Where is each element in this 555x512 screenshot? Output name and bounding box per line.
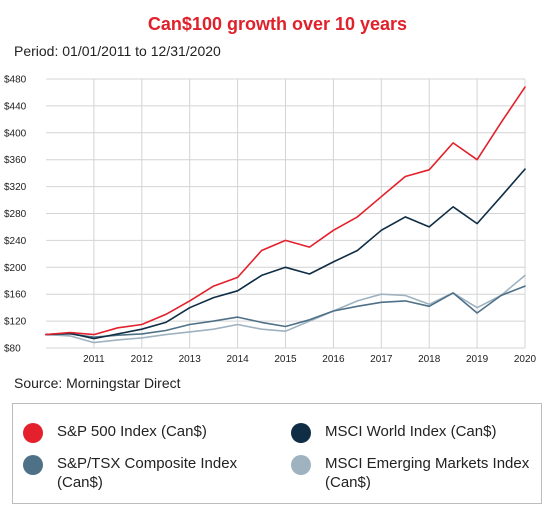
x-tick-label: 2014 [226, 354, 249, 365]
series-line-2 [45, 285, 526, 339]
legend-swatch-msci-world [291, 423, 311, 443]
source-note: Source: Morningstar Direct [14, 375, 181, 391]
line-chart: $80 $120 $160 $200 $240 $280 $320 $360 $400 $440 $… [4, 75, 537, 366]
series-line-1 [45, 168, 526, 340]
legend-label-sp500: S&P 500 Index (Can$) [57, 423, 207, 440]
x-tick-label: 2012 [131, 354, 154, 365]
x-tick-label: 2015 [274, 354, 297, 365]
y-tick-label: $480 [4, 75, 27, 86]
y-tick-label: $320 [4, 182, 27, 193]
legend-swatch-tsx [23, 455, 43, 475]
x-tick-label: 2019 [466, 354, 489, 365]
series-line-0 [45, 86, 526, 336]
y-tick-label: $440 [4, 101, 27, 112]
y-tick-label: $200 [4, 263, 27, 274]
y-tick-label: $280 [4, 209, 27, 220]
legend-label-msci-world: MSCI World Index (Can$) [325, 423, 497, 440]
chart-legend: S&P 500 Index (Can$) MSCI World Index (C… [12, 403, 542, 504]
legend-label-msci-em: MSCI Emerging Markets Index (Can$) [325, 455, 530, 491]
x-tick-label: 2011 [83, 354, 105, 365]
x-tick-label: 2018 [418, 354, 441, 365]
x-tick-label: 2017 [370, 354, 393, 365]
y-tick-label: $240 [4, 236, 27, 247]
chart-title: Can$100 growth over 10 years [147, 14, 408, 34]
y-tick-label: $400 [4, 128, 27, 139]
y-tick-label: $360 [4, 155, 27, 166]
legend-label-tsx: S&P/TSX Composite Index (Can$) [57, 455, 238, 491]
legend-item-sp500: S&P 500 Index (Can$) [23, 422, 207, 443]
y-tick-label: $120 [4, 317, 27, 328]
legend-item-tsx: S&P/TSX Composite Index (Can$) [23, 454, 273, 492]
x-tick-label: 2016 [322, 354, 345, 365]
legend-item-msci-em: MSCI Emerging Markets Index (Can$) [291, 454, 536, 492]
legend-item-msci-world: MSCI World Index (Can$) [291, 422, 496, 443]
y-tick-label: $80 [4, 344, 21, 355]
x-tick-label: 2013 [179, 354, 202, 365]
x-tick-label: 2020 [514, 354, 537, 365]
legend-swatch-msci-em [291, 455, 311, 475]
y-tick-label: $160 [4, 290, 27, 301]
chart-subtitle: Period: 01/01/2011 to 12/31/2020 [14, 43, 221, 59]
legend-swatch-sp500 [23, 423, 43, 443]
